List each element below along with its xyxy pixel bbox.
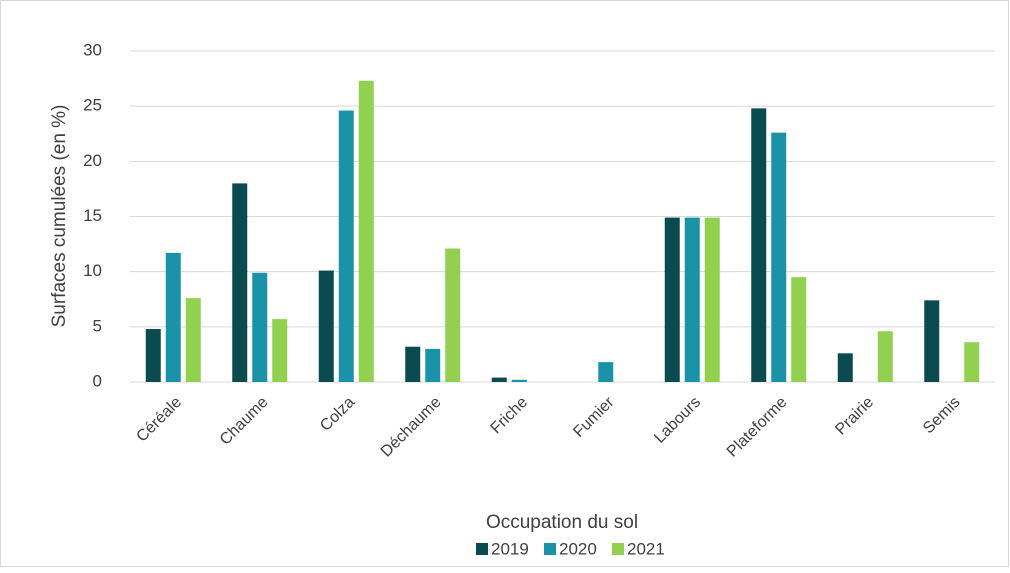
bar xyxy=(145,329,161,382)
y-tick-label: 15 xyxy=(83,206,102,225)
y-tick-label: 10 xyxy=(83,261,102,280)
legend-swatch xyxy=(476,543,488,555)
legend-swatch xyxy=(544,543,556,555)
y-tick-label: 25 xyxy=(83,96,102,115)
y-tick-label: 5 xyxy=(93,316,102,335)
bar xyxy=(704,217,720,382)
bar xyxy=(232,183,248,382)
bar xyxy=(425,348,441,382)
bar xyxy=(791,277,807,382)
legend-label: 2019 xyxy=(491,539,529,558)
legend-swatch xyxy=(612,543,624,555)
bar xyxy=(964,342,980,382)
bar xyxy=(165,252,181,382)
bar xyxy=(318,270,334,382)
x-axis-title: Occupation du sol xyxy=(486,512,638,533)
bar xyxy=(771,132,787,382)
bar xyxy=(751,108,767,382)
y-axis-title: Surfaces cumulées (en %) xyxy=(49,105,70,328)
bar xyxy=(445,248,461,382)
bar xyxy=(684,217,700,382)
bar xyxy=(405,346,421,382)
bar xyxy=(598,362,614,382)
bar xyxy=(272,319,288,382)
y-tick-label: 20 xyxy=(83,151,102,170)
bar xyxy=(877,331,893,382)
bar xyxy=(185,298,201,382)
legend-label: 2020 xyxy=(559,539,597,558)
bar xyxy=(924,300,940,382)
bar xyxy=(837,353,853,382)
bar xyxy=(491,377,507,382)
bar xyxy=(338,110,354,382)
legend-label: 2021 xyxy=(627,539,665,558)
y-tick-label: 30 xyxy=(83,40,102,59)
bar xyxy=(358,80,374,382)
bar xyxy=(252,272,268,382)
bar xyxy=(511,379,527,382)
y-tick-label: 0 xyxy=(93,371,102,390)
bar xyxy=(664,217,680,382)
